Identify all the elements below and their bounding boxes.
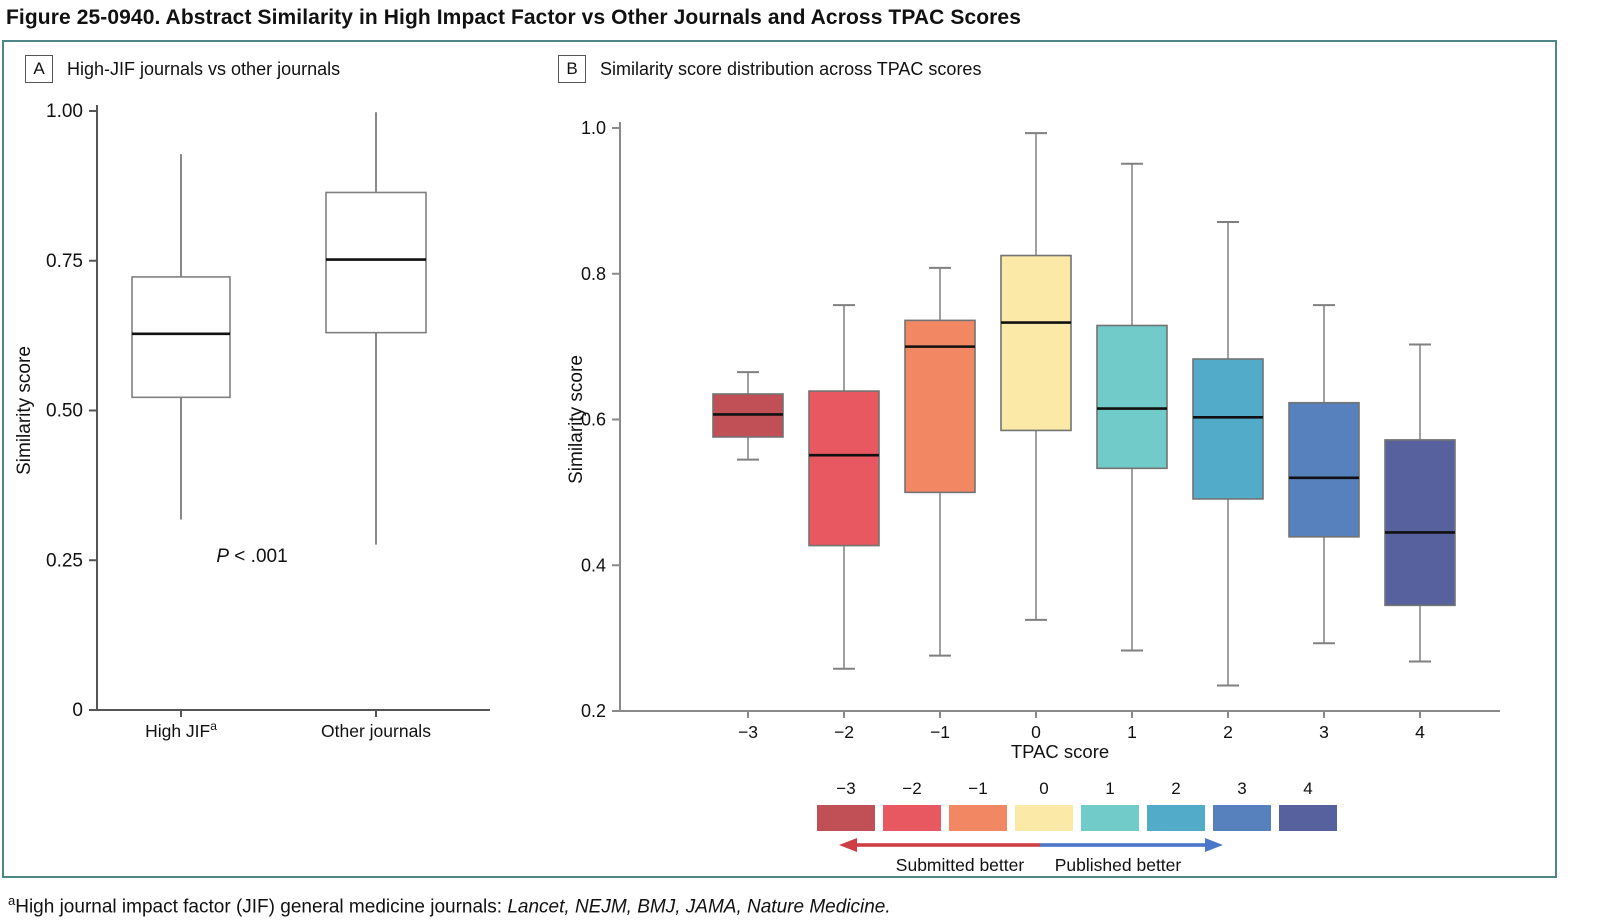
y-tick-label: 0.8 <box>581 264 606 284</box>
y-tick-label: 1.00 <box>46 101 83 122</box>
box-2 <box>808 304 880 670</box>
x-tick-label-2: −2 <box>834 722 854 742</box>
p-value-annotation: P < .001 <box>216 546 287 567</box>
legend-label-1: 1 <box>1105 779 1115 798</box>
box-1 <box>904 266 976 657</box>
legend-swatch-2 <box>883 805 941 831</box>
legend-score-labels: −3 −2 −1 0 1 2 3 4 <box>817 779 1337 799</box>
y-tick-label: 0 <box>72 700 83 721</box>
x-tick-label-0: 0 <box>1031 722 1041 742</box>
legend-label-3: −3 <box>836 779 856 798</box>
legend-swatch-3 <box>817 805 875 831</box>
y-tick-label: 1.0 <box>581 118 606 138</box>
x-tick-label-2: 2 <box>1223 722 1233 742</box>
y-axis-title: Similarity score <box>14 346 35 475</box>
box-4 <box>1384 343 1456 663</box>
figure-title: Figure 25-0940. Abstract Similarity in H… <box>6 6 1021 29</box>
left-arrow-head <box>839 838 857 852</box>
legend-swatch-1 <box>949 805 1007 831</box>
legend-swatch-1 <box>1081 805 1139 831</box>
footnote-superscript: a <box>8 893 16 908</box>
box-1 <box>1096 162 1168 652</box>
legend-label-4: 4 <box>1303 779 1313 798</box>
x-tick-label-high-jif: High JIFa <box>145 719 217 741</box>
footnote: aHigh journal impact factor (JIF) genera… <box>8 893 891 918</box>
legend-swatch-0 <box>1015 805 1073 831</box>
right-arrow-shaft <box>1040 843 1205 847</box>
y-tick-label: 0.4 <box>581 555 606 575</box>
x-tick-label-3: 3 <box>1319 722 1329 742</box>
iqr-box <box>1000 254 1072 432</box>
box-other-journals <box>325 112 427 545</box>
left-arrow-shaft <box>857 843 1040 847</box>
legend-label-1: −1 <box>968 779 988 798</box>
iqr-box <box>1288 401 1360 538</box>
y-tick-label: 0.2 <box>581 701 606 721</box>
iqr-box <box>1096 324 1168 470</box>
legend-color-swatches <box>817 805 1337 831</box>
y-tick-label: 0.75 <box>46 251 83 272</box>
y-tick-label: 0.6 <box>581 410 606 430</box>
y-tick-label: 0.25 <box>46 550 83 571</box>
right-arrow-head <box>1205 838 1223 852</box>
legend-swatch-4 <box>1279 805 1337 831</box>
legend-label-3: 3 <box>1237 779 1247 798</box>
box-2 <box>1192 221 1264 687</box>
x-tick-label-other-journals: Other journals <box>321 721 431 741</box>
x-tick-label-4: 4 <box>1415 722 1425 742</box>
panel-a-boxplot: 0 0.25 0.50 0.75 1.00 Similarity score High JI… <box>14 101 490 741</box>
iqr-box <box>904 319 976 494</box>
x-tick-label-1: 1 <box>1127 722 1137 742</box>
published-better-label: Published better <box>1054 855 1182 875</box>
box-3 <box>1288 304 1360 645</box>
panel-b-boxplot: 0.2 0.4 0.6 0.8 1.0 Similarity score −3 −2 −1 0 1 2… <box>566 118 1500 762</box>
panel-a-letter-badge: A <box>25 55 53 83</box>
box-3 <box>712 371 784 461</box>
x-axis-title: TPAC score <box>1011 741 1109 762</box>
legend-label-2: 2 <box>1171 779 1181 798</box>
x-tick-label-3: −3 <box>738 722 758 742</box>
legend-swatch-2 <box>1147 805 1205 831</box>
iqr-box <box>1192 358 1264 500</box>
iqr-box <box>808 390 880 547</box>
iqr-box <box>131 276 231 399</box>
legend-label-0: 0 <box>1039 779 1049 798</box>
box-high-jifa <box>131 154 231 520</box>
legend-swatch-3 <box>1213 805 1271 831</box>
tpac-color-legend: −3 −2 −1 0 1 2 3 4 Submitted better Published b… <box>817 779 1357 879</box>
box-0 <box>1000 132 1072 621</box>
panel-a-header: A High-JIF journals vs other journals <box>25 55 340 83</box>
iqr-box <box>1384 439 1456 607</box>
panel-b-letter-badge: B <box>558 55 586 83</box>
legend-label-2: −2 <box>902 779 922 798</box>
direction-arrows <box>839 838 1223 852</box>
iqr-box <box>325 191 427 334</box>
footnote-text: High journal impact factor (JIF) general… <box>15 896 508 918</box>
panel-b-header: B Similarity score distribution across T… <box>558 55 981 83</box>
submitted-better-label: Submitted better <box>895 855 1025 875</box>
y-tick-label: 0.50 <box>46 401 83 422</box>
panel-a-title: High-JIF journals vs other journals <box>67 58 341 79</box>
footnote-journal-names: Lancet, NEJM, BMJ, JAMA, Nature Medicine… <box>507 896 891 918</box>
panel-b-title: Similarity score distribution across TPA… <box>600 58 982 79</box>
x-tick-label-1: −1 <box>930 722 950 742</box>
y-axis-title: Similarity score <box>566 355 587 484</box>
